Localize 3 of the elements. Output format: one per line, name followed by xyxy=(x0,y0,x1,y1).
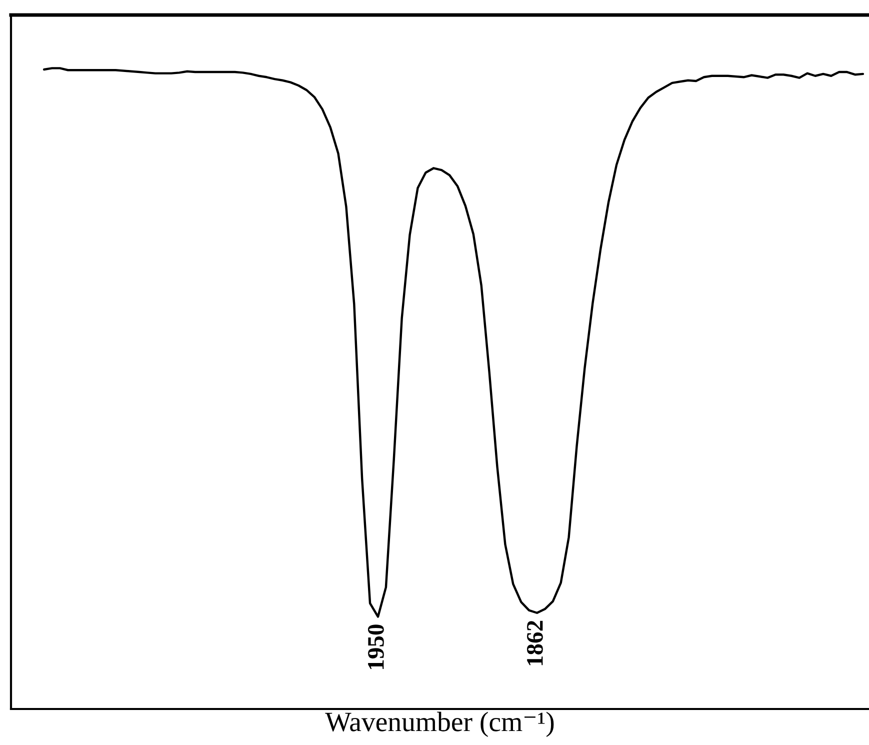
x-axis-title: Wavenumber (cm⁻¹) xyxy=(325,712,554,737)
annotation: 1950 xyxy=(368,624,384,669)
annotation: 1862 xyxy=(526,620,543,666)
